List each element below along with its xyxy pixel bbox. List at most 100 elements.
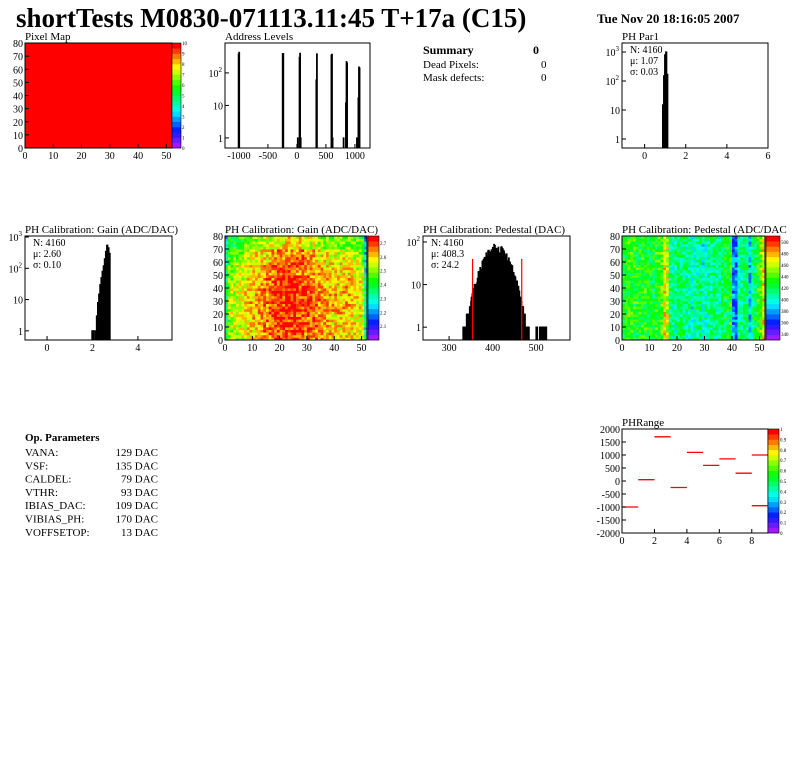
heatmap-cell — [70, 142, 74, 146]
heatmap-cell — [166, 66, 170, 70]
heatmap-cell — [331, 327, 335, 330]
heatmap-cell — [353, 280, 357, 284]
heatmap-cell — [323, 236, 327, 239]
heatmap-cell — [271, 249, 275, 252]
heatmap-cell — [61, 103, 65, 107]
heatmap-cell — [336, 251, 341, 255]
heatmap-cell — [149, 92, 153, 96]
heatmap-cell — [638, 301, 642, 304]
heatmap-cell — [41, 142, 46, 146]
heatmap-cell — [44, 74, 49, 78]
heatmap-cell — [87, 129, 91, 133]
heatmap-cell — [143, 69, 147, 73]
heatmap-cell — [104, 50, 108, 54]
heatmap-cell — [50, 87, 54, 91]
heatmap-cell — [157, 111, 162, 115]
heatmap-cell — [39, 134, 43, 138]
heatmap-cell — [312, 321, 316, 325]
heatmap-cell — [320, 314, 324, 317]
heatmap-cell — [123, 124, 128, 128]
heatmap-cell — [317, 327, 321, 330]
heatmap-cell — [73, 119, 77, 123]
heatmap-cell — [255, 267, 259, 271]
heatmap-cell — [263, 236, 267, 239]
heatmap-cell — [58, 58, 63, 62]
heatmap-cell — [328, 241, 332, 245]
heatmap-cell — [345, 249, 349, 252]
heatmap-cell — [166, 43, 170, 47]
heatmap-cell — [230, 246, 234, 250]
heatmap-cell — [249, 254, 253, 258]
heatmap-cell — [95, 69, 99, 73]
heatmap-cell — [39, 48, 43, 52]
heatmap-cell — [233, 314, 237, 317]
heatmap-cell — [235, 251, 240, 255]
colorbar-cell — [172, 64, 181, 70]
heatmap-cell — [304, 290, 308, 294]
heatmap-cell — [336, 272, 341, 276]
heatmap-cell — [41, 90, 46, 94]
heatmap-cell — [296, 269, 300, 273]
heatmap-cell — [238, 329, 242, 333]
heatmap-cell — [115, 127, 119, 131]
heatmap-cell — [166, 100, 170, 104]
heatmap-cell — [265, 259, 270, 263]
colorbar-label: 2.6 — [380, 256, 387, 261]
heatmap-cell — [282, 238, 286, 242]
heatmap-cell — [293, 332, 297, 336]
heatmap-cell — [285, 319, 289, 323]
heatmap-cell — [358, 327, 362, 330]
heatmap-cell — [328, 321, 332, 325]
heatmap-cell — [121, 56, 125, 60]
heatmap-cell — [146, 137, 150, 141]
heatmap-cell — [47, 129, 51, 133]
heatmap-cell — [252, 314, 256, 317]
heatmap-cell — [317, 298, 321, 302]
heatmap-cell — [630, 269, 634, 273]
heatmap-cell — [41, 116, 46, 120]
heatmap-cell — [282, 298, 286, 302]
heatmap-cell — [285, 301, 289, 304]
heatmap-cell — [169, 95, 173, 99]
heatmap-cell — [241, 254, 245, 258]
heatmap-cell — [630, 311, 634, 315]
heatmap-cell — [47, 113, 51, 117]
heatmap-cell — [58, 142, 63, 146]
heatmap-cell — [361, 246, 365, 250]
heatmap-cell — [81, 100, 85, 104]
heatmap-cell — [306, 298, 311, 302]
heatmap-cell — [287, 267, 291, 271]
heatmap-cell — [627, 316, 631, 320]
heatmap-cell — [249, 293, 253, 297]
heatmap-cell — [309, 236, 313, 239]
heatmap-cell — [98, 119, 102, 123]
op-parameter-label: CALDEL: — [25, 474, 71, 486]
heatmap-cell — [149, 116, 153, 120]
heatmap-cell — [241, 243, 245, 247]
heatmap-cell — [157, 74, 162, 78]
heatmap-cell — [320, 246, 324, 250]
heatmap-cell — [163, 134, 167, 138]
heatmap-cell — [290, 272, 294, 276]
heatmap-cell — [309, 298, 313, 302]
heatmap-cell — [241, 251, 245, 255]
heatmap-cell — [39, 61, 43, 65]
heatmap-cell — [87, 85, 91, 89]
heatmap-cell — [317, 293, 321, 297]
heatmap-cell — [39, 66, 43, 70]
heatmap-cell — [109, 48, 114, 52]
heatmap-cell — [64, 71, 68, 75]
heatmap-cell — [276, 236, 281, 239]
heatmap-cell — [276, 311, 281, 315]
heatmap-cell — [163, 124, 167, 128]
heatmap-cell — [149, 129, 153, 133]
heatmap-cell — [255, 329, 259, 333]
heatmap-cell — [112, 92, 116, 96]
heatmap-cell — [118, 58, 122, 62]
heatmap-cell — [276, 293, 281, 297]
heatmap-cell — [641, 334, 645, 338]
heatmap-cell — [53, 127, 57, 131]
heatmap-cell — [160, 127, 164, 131]
heatmap-cell — [350, 272, 354, 276]
heatmap-cell — [246, 282, 250, 286]
